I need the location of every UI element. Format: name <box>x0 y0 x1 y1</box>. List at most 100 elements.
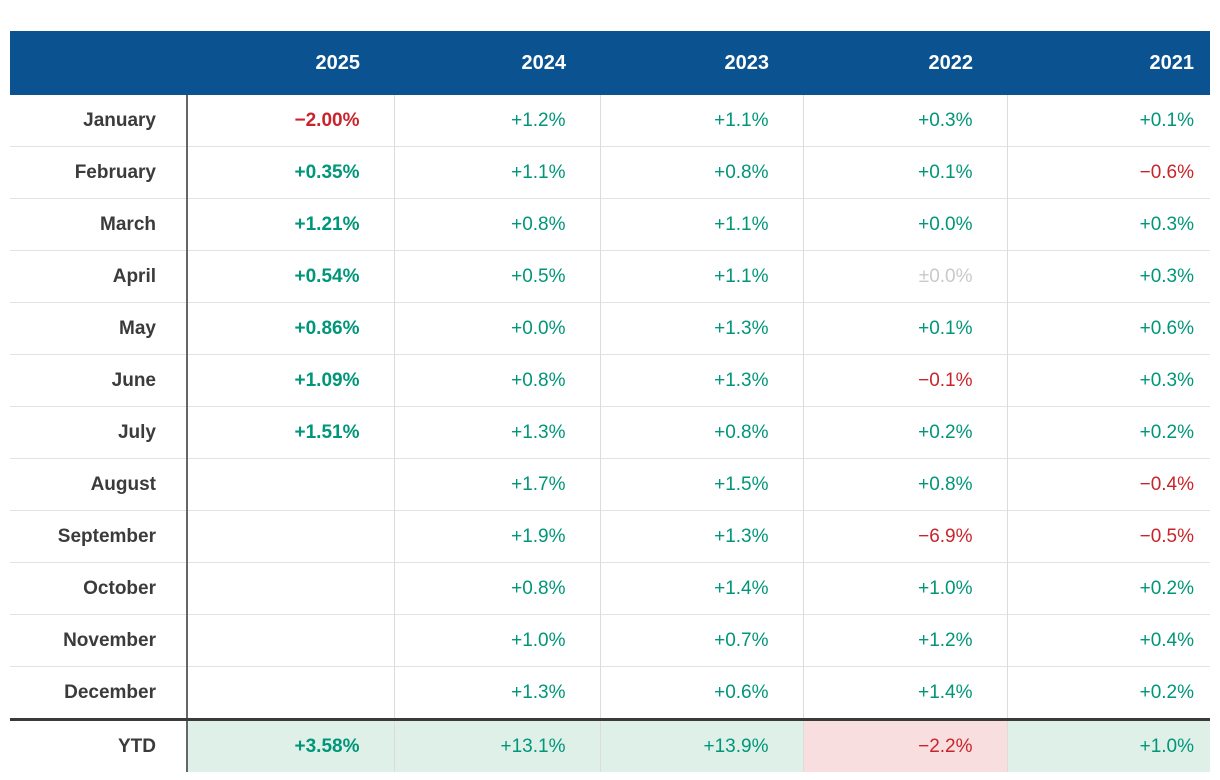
return-cell: +1.4% <box>802 666 1007 720</box>
return-cell: +1.3% <box>599 510 803 563</box>
month-label: December <box>10 666 187 720</box>
table-row-february: February +0.35% +1.1% +0.8% +0.1% −0.6% <box>10 146 1210 199</box>
month-label: July <box>10 406 187 459</box>
return-cell: +0.8% <box>393 354 600 407</box>
table-row-april: April +0.54% +0.5% +1.1% ±0.0% +0.3% <box>10 250 1210 303</box>
return-cell-empty <box>186 614 394 667</box>
return-cell: +1.1% <box>599 95 803 147</box>
return-cell: +1.3% <box>393 666 600 720</box>
return-cell: −6.9% <box>802 510 1007 563</box>
return-cell: +0.8% <box>393 562 600 615</box>
return-cell: +0.3% <box>1006 198 1210 251</box>
return-cell: +1.2% <box>802 614 1007 667</box>
year-header-2023: 2023 <box>600 31 803 95</box>
return-cell: +1.3% <box>599 354 803 407</box>
table-row-january: January −2.00% +1.2% +1.1% +0.3% +0.1% <box>10 95 1210 147</box>
month-label: March <box>10 198 187 251</box>
return-cell: +0.1% <box>802 146 1007 199</box>
return-cell: +0.7% <box>599 614 803 667</box>
return-cell: +1.1% <box>599 198 803 251</box>
return-cell-empty <box>186 562 394 615</box>
return-cell-empty <box>186 458 394 511</box>
return-cell: +1.51% <box>186 406 394 459</box>
year-header-2025: 2025 <box>187 31 394 95</box>
ytd-label: YTD <box>10 718 187 772</box>
month-label: April <box>10 250 187 303</box>
return-cell: +0.8% <box>599 146 803 199</box>
return-cell: +0.6% <box>1006 302 1210 355</box>
return-cell: +1.21% <box>186 198 394 251</box>
year-header-2022: 2022 <box>803 31 1007 95</box>
return-cell: +1.1% <box>393 146 600 199</box>
return-cell: +1.9% <box>393 510 600 563</box>
return-cell: +1.09% <box>186 354 394 407</box>
table-row-may: May +0.86% +0.0% +1.3% +0.1% +0.6% <box>10 302 1210 355</box>
month-label: September <box>10 510 187 563</box>
return-cell-empty <box>186 510 394 563</box>
return-cell: ±0.0% <box>802 250 1007 303</box>
return-cell: −0.6% <box>1006 146 1210 199</box>
table-row-march: March +1.21% +0.8% +1.1% +0.0% +0.3% <box>10 198 1210 251</box>
month-label: May <box>10 302 187 355</box>
return-cell: +1.5% <box>599 458 803 511</box>
return-cell: +1.2% <box>393 95 600 147</box>
return-cell: +0.2% <box>802 406 1007 459</box>
corner-header <box>10 31 187 95</box>
month-label: February <box>10 146 187 199</box>
return-cell: −0.1% <box>802 354 1007 407</box>
return-cell: +0.5% <box>393 250 600 303</box>
table-row-october: October +0.8% +1.4% +1.0% +0.2% <box>10 562 1210 615</box>
return-cell: +0.2% <box>1006 666 1210 720</box>
ytd-return-cell: +13.1% <box>393 718 600 772</box>
return-cell: +0.3% <box>1006 250 1210 303</box>
return-cell: +1.1% <box>599 250 803 303</box>
return-cell: +0.4% <box>1006 614 1210 667</box>
return-cell: +1.3% <box>393 406 600 459</box>
return-cell: −0.4% <box>1006 458 1210 511</box>
return-cell: +0.54% <box>186 250 394 303</box>
return-cell: +1.0% <box>393 614 600 667</box>
year-header-2024: 2024 <box>394 31 600 95</box>
return-cell: +0.1% <box>1006 95 1210 147</box>
table-row-ytd: YTD +3.58% +13.1% +13.9% −2.2% +1.0% <box>10 718 1210 772</box>
month-label: June <box>10 354 187 407</box>
month-label: January <box>10 95 187 147</box>
return-cell: +1.4% <box>599 562 803 615</box>
return-cell: +0.8% <box>802 458 1007 511</box>
return-cell: +0.0% <box>393 302 600 355</box>
ytd-return-cell: −2.2% <box>802 718 1007 772</box>
return-cell: +1.7% <box>393 458 600 511</box>
return-cell: +0.3% <box>802 95 1007 147</box>
month-label: November <box>10 614 187 667</box>
table-header: 2025 2024 2023 2022 2021 <box>10 31 1210 95</box>
ytd-return-cell: +3.58% <box>186 718 394 772</box>
year-header-2021: 2021 <box>1007 31 1210 95</box>
return-cell: +0.1% <box>802 302 1007 355</box>
table-row-november: November +1.0% +0.7% +1.2% +0.4% <box>10 614 1210 667</box>
return-cell: +0.35% <box>186 146 394 199</box>
return-cell: +0.0% <box>802 198 1007 251</box>
return-cell: +0.8% <box>599 406 803 459</box>
return-cell: +0.2% <box>1006 406 1210 459</box>
monthly-returns-table: 2025 2024 2023 2022 2021 January −2.00% … <box>10 31 1210 772</box>
return-cell: −0.5% <box>1006 510 1210 563</box>
return-cell: +1.3% <box>599 302 803 355</box>
month-label: October <box>10 562 187 615</box>
return-cell: +0.8% <box>393 198 600 251</box>
return-cell: +1.0% <box>802 562 1007 615</box>
return-cell: +0.3% <box>1006 354 1210 407</box>
return-cell: +0.6% <box>599 666 803 720</box>
table-row-july: July +1.51% +1.3% +0.8% +0.2% +0.2% <box>10 406 1210 459</box>
table-row-june: June +1.09% +0.8% +1.3% −0.1% +0.3% <box>10 354 1210 407</box>
month-label: August <box>10 458 187 511</box>
return-cell-empty <box>186 666 394 720</box>
ytd-return-cell: +13.9% <box>599 718 803 772</box>
return-cell: +0.86% <box>186 302 394 355</box>
ytd-return-cell: +1.0% <box>1006 718 1210 772</box>
table-row-august: August +1.7% +1.5% +0.8% −0.4% <box>10 458 1210 511</box>
table-row-september: September +1.9% +1.3% −6.9% −0.5% <box>10 510 1210 563</box>
return-cell: +0.2% <box>1006 562 1210 615</box>
table-row-december: December +1.3% +0.6% +1.4% +0.2% <box>10 666 1210 720</box>
return-cell: −2.00% <box>186 95 394 147</box>
